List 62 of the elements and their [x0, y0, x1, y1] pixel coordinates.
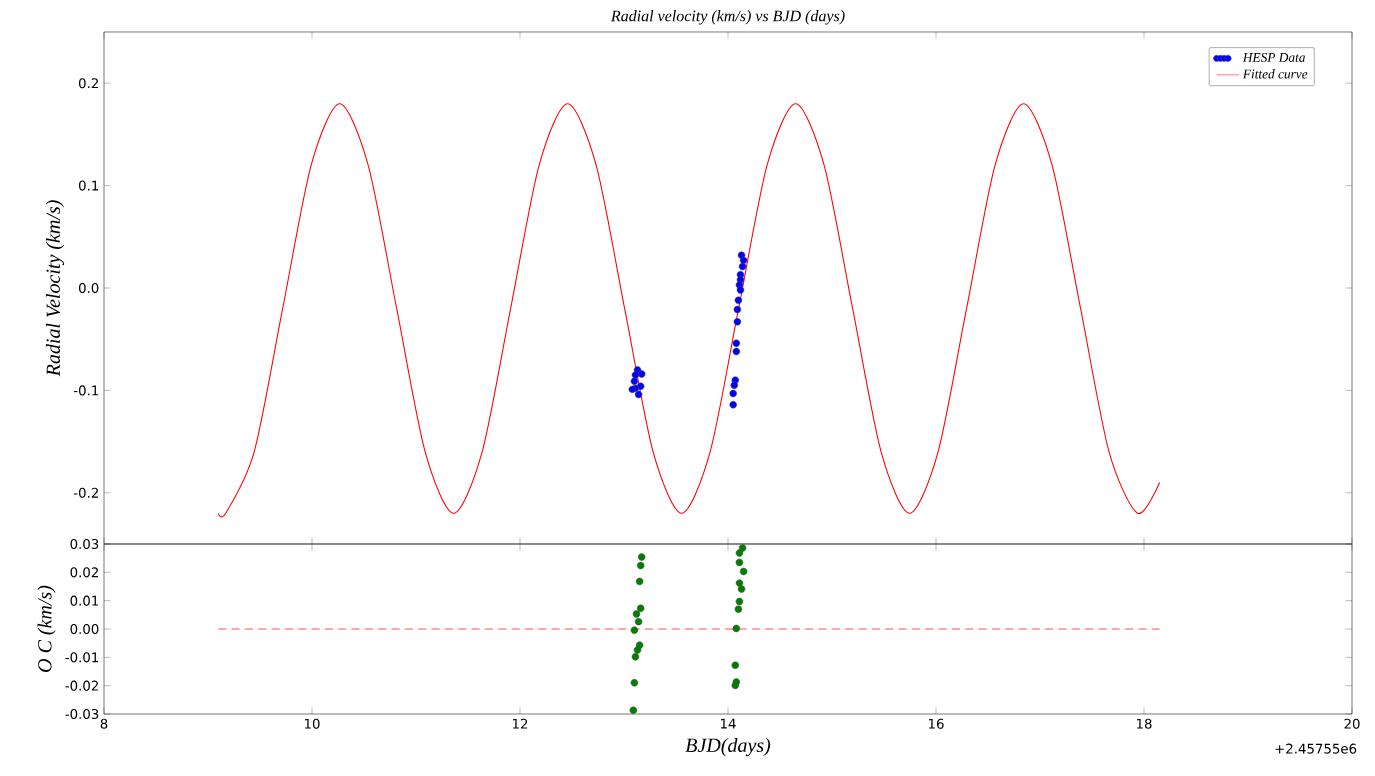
x-tick-label: 16	[928, 718, 944, 729]
y-tick-label: 0.00	[70, 623, 99, 635]
point	[739, 567, 748, 576]
y-tick-label: 0.03	[70, 538, 99, 550]
text: Fitted curve	[1242, 69, 1308, 79]
x-tick-label: 14	[720, 718, 736, 729]
point	[631, 653, 640, 661]
y-tick-label: 0.2	[78, 78, 98, 89]
point	[735, 549, 744, 557]
y-tick-label: 0.01	[70, 595, 99, 606]
x-tick-label: 8	[100, 718, 108, 729]
y-tick-label: -0.01	[65, 652, 99, 663]
point	[732, 347, 741, 356]
y-tick-label: -0.02	[65, 680, 98, 691]
legend-label: HESP Data	[1242, 52, 1305, 62]
x-tick-label: 18	[1136, 718, 1152, 729]
point	[729, 389, 737, 398]
point	[630, 626, 639, 634]
point	[732, 624, 741, 633]
text: +2.45755e6	[1275, 743, 1357, 754]
point	[632, 610, 641, 618]
point	[630, 679, 639, 687]
y-tick-label: -0.2	[73, 487, 98, 498]
point	[735, 558, 744, 567]
x-axis-title: BJD(days)	[685, 737, 771, 757]
y-axis-title: O C (km/s)	[37, 585, 56, 672]
point	[739, 256, 748, 265]
y-tick-label: 0.0	[78, 282, 99, 294]
point	[734, 296, 743, 305]
point	[736, 286, 745, 294]
y-tick-label: -0.1	[73, 385, 99, 396]
point	[637, 553, 646, 561]
x-tick-label: 10	[304, 718, 320, 729]
point	[738, 262, 747, 271]
point	[738, 544, 747, 552]
point	[634, 390, 643, 399]
point	[636, 604, 645, 613]
x-tick-label: 12	[512, 718, 528, 729]
point	[731, 661, 740, 669]
point	[729, 401, 737, 409]
y-tick-label: -0.03	[65, 708, 99, 720]
y-axis-title: Radial Velocity (km/s)	[45, 200, 65, 377]
point	[732, 339, 741, 348]
point	[730, 381, 738, 390]
y-tick-label: 0.1	[78, 180, 99, 191]
point	[634, 617, 643, 626]
point	[731, 681, 740, 690]
point	[635, 577, 644, 586]
point	[735, 597, 744, 606]
point	[737, 585, 746, 593]
chart-title: Radial velocity (km/s) vs BJD (days)	[610, 10, 845, 25]
point	[630, 377, 639, 385]
point	[637, 370, 646, 378]
point	[631, 371, 640, 379]
point	[733, 318, 742, 326]
x-tick-label: 20	[1344, 718, 1360, 729]
point	[633, 646, 642, 654]
y-tick-label: 0.02	[70, 567, 98, 578]
point	[734, 605, 743, 613]
point	[629, 706, 638, 715]
point	[733, 305, 742, 314]
point	[636, 561, 645, 570]
